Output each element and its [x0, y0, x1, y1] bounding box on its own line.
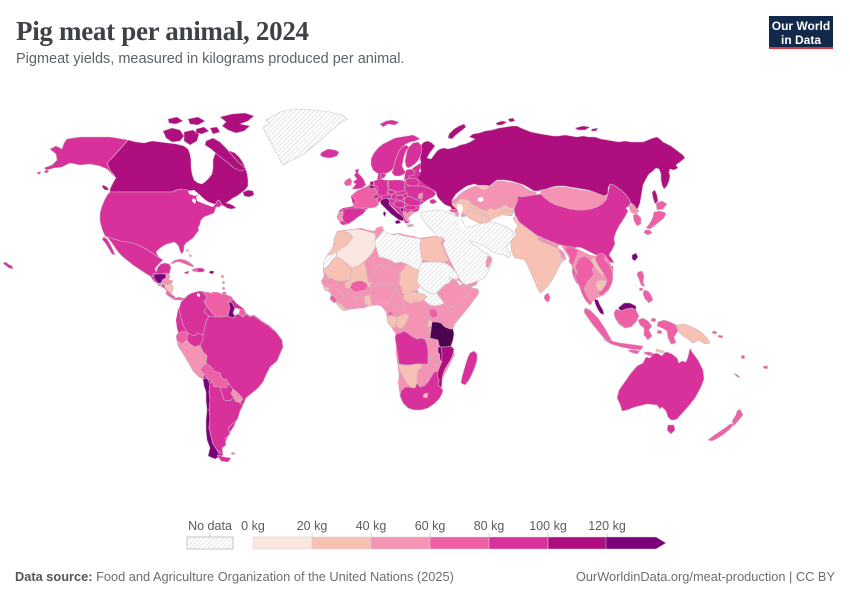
svg-text:120 kg: 120 kg — [588, 519, 626, 533]
svg-text:0 kg: 0 kg — [241, 519, 265, 533]
svg-text:60 kg: 60 kg — [415, 519, 446, 533]
svg-text:40 kg: 40 kg — [356, 519, 387, 533]
svg-text:20 kg: 20 kg — [297, 519, 328, 533]
svg-text:No data: No data — [188, 519, 232, 533]
svg-text:80 kg: 80 kg — [474, 519, 505, 533]
svg-text:100 kg: 100 kg — [529, 519, 567, 533]
